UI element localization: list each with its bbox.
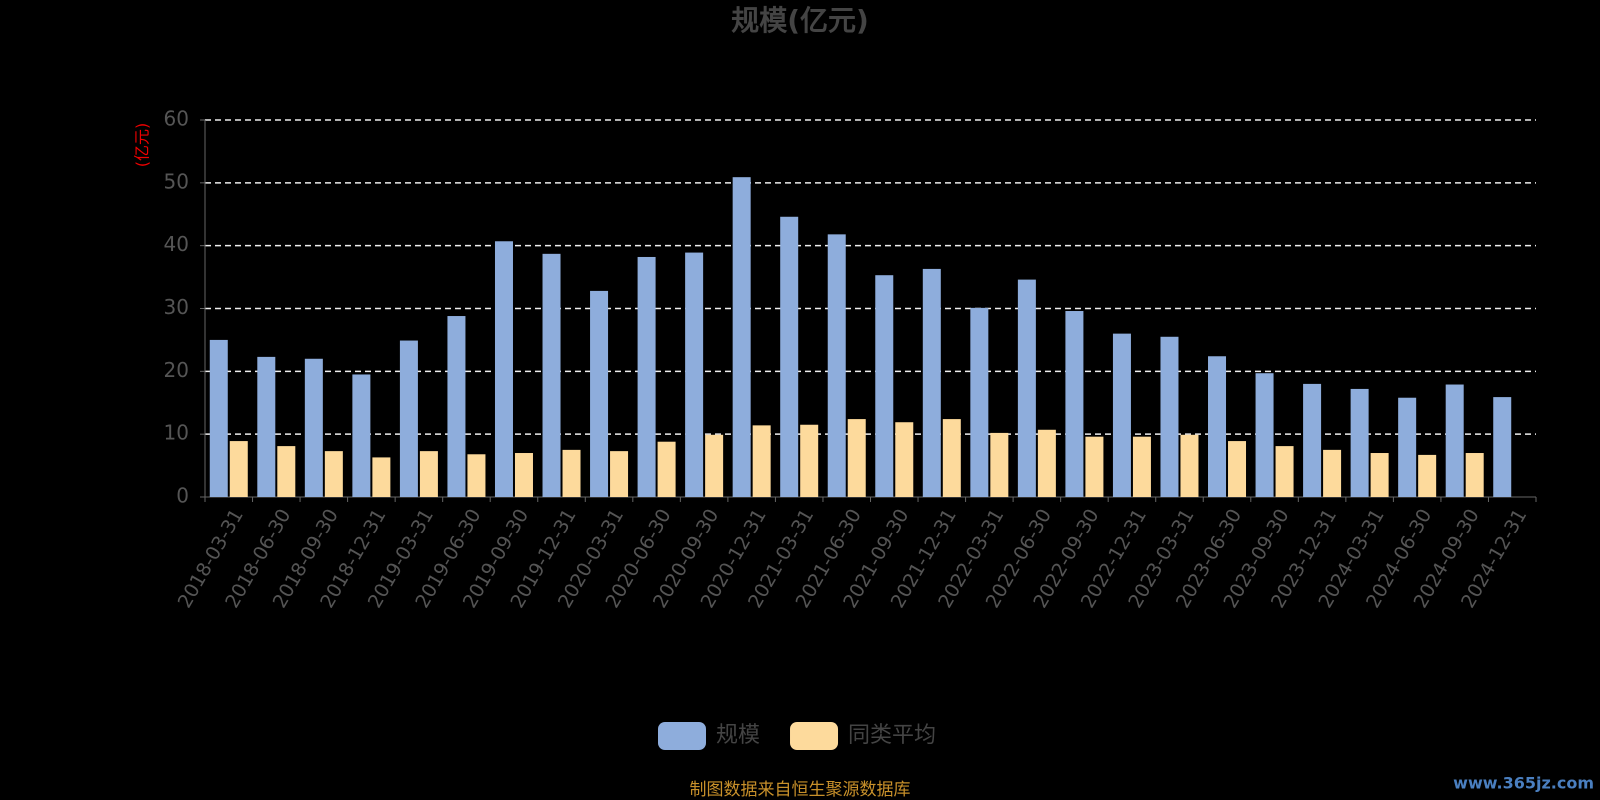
bar [229,441,248,497]
bar [1275,446,1294,497]
bar [895,422,914,497]
bar [590,290,609,497]
y-tick-label: 0 [176,484,189,508]
bar [780,216,799,497]
y-tick-label: 30 [164,295,189,319]
bar [610,451,629,497]
legend-swatch[interactable] [790,722,839,750]
bar [1255,373,1274,497]
legend-label[interactable]: 同类平均 [848,723,936,748]
y-tick-label: 20 [164,358,189,382]
y-tick-label: 10 [164,421,189,445]
bar [1085,436,1104,497]
bar [1445,384,1464,497]
bar [1398,397,1417,497]
bar [372,457,391,497]
bar [447,316,466,497]
bar [1323,449,1342,497]
bar [847,419,866,497]
bar [685,252,704,497]
bar [1208,356,1227,497]
bar [637,256,656,497]
legend-swatch[interactable] [658,722,706,750]
bar [514,453,533,497]
bar [494,241,513,497]
bar [827,234,846,497]
bar [657,441,676,497]
bar [324,451,343,497]
bar [304,358,323,497]
bar [1350,388,1369,497]
bar [1132,436,1151,497]
y-tick-label: 60 [164,107,189,131]
bar [800,424,819,497]
bar [467,454,486,497]
bar [942,419,961,497]
bar [970,307,989,497]
bar [1303,383,1322,497]
legend-label[interactable]: 规模 [716,723,760,748]
bar [1465,453,1484,497]
bar [1037,429,1056,497]
bar [752,425,771,497]
bar [562,449,581,497]
bar [922,268,941,497]
bar [277,446,296,497]
bar [352,374,371,497]
bar [1065,311,1084,497]
bar [257,356,276,497]
chart-title: 规模(亿元) [731,4,869,37]
bar [1418,454,1437,497]
y-tick-label: 40 [164,232,189,256]
watermark: www.365jz.com [1453,774,1594,793]
bar [875,275,894,497]
bar [1160,336,1179,497]
bar [705,434,724,497]
bar [209,339,228,497]
bar [990,432,1009,497]
bar [1370,453,1389,497]
bar [1228,441,1247,497]
y-unit-label: (亿元) [133,123,152,168]
bar [1017,279,1036,497]
bar [1180,434,1199,497]
bar [399,340,418,497]
bar [1493,397,1512,497]
bar [732,177,751,497]
bar [419,451,438,497]
y-tick-label: 50 [164,169,189,193]
bar [542,253,561,497]
bar [1112,333,1131,497]
source-note: 制图数据来自恒生聚源数据库 [690,780,911,800]
